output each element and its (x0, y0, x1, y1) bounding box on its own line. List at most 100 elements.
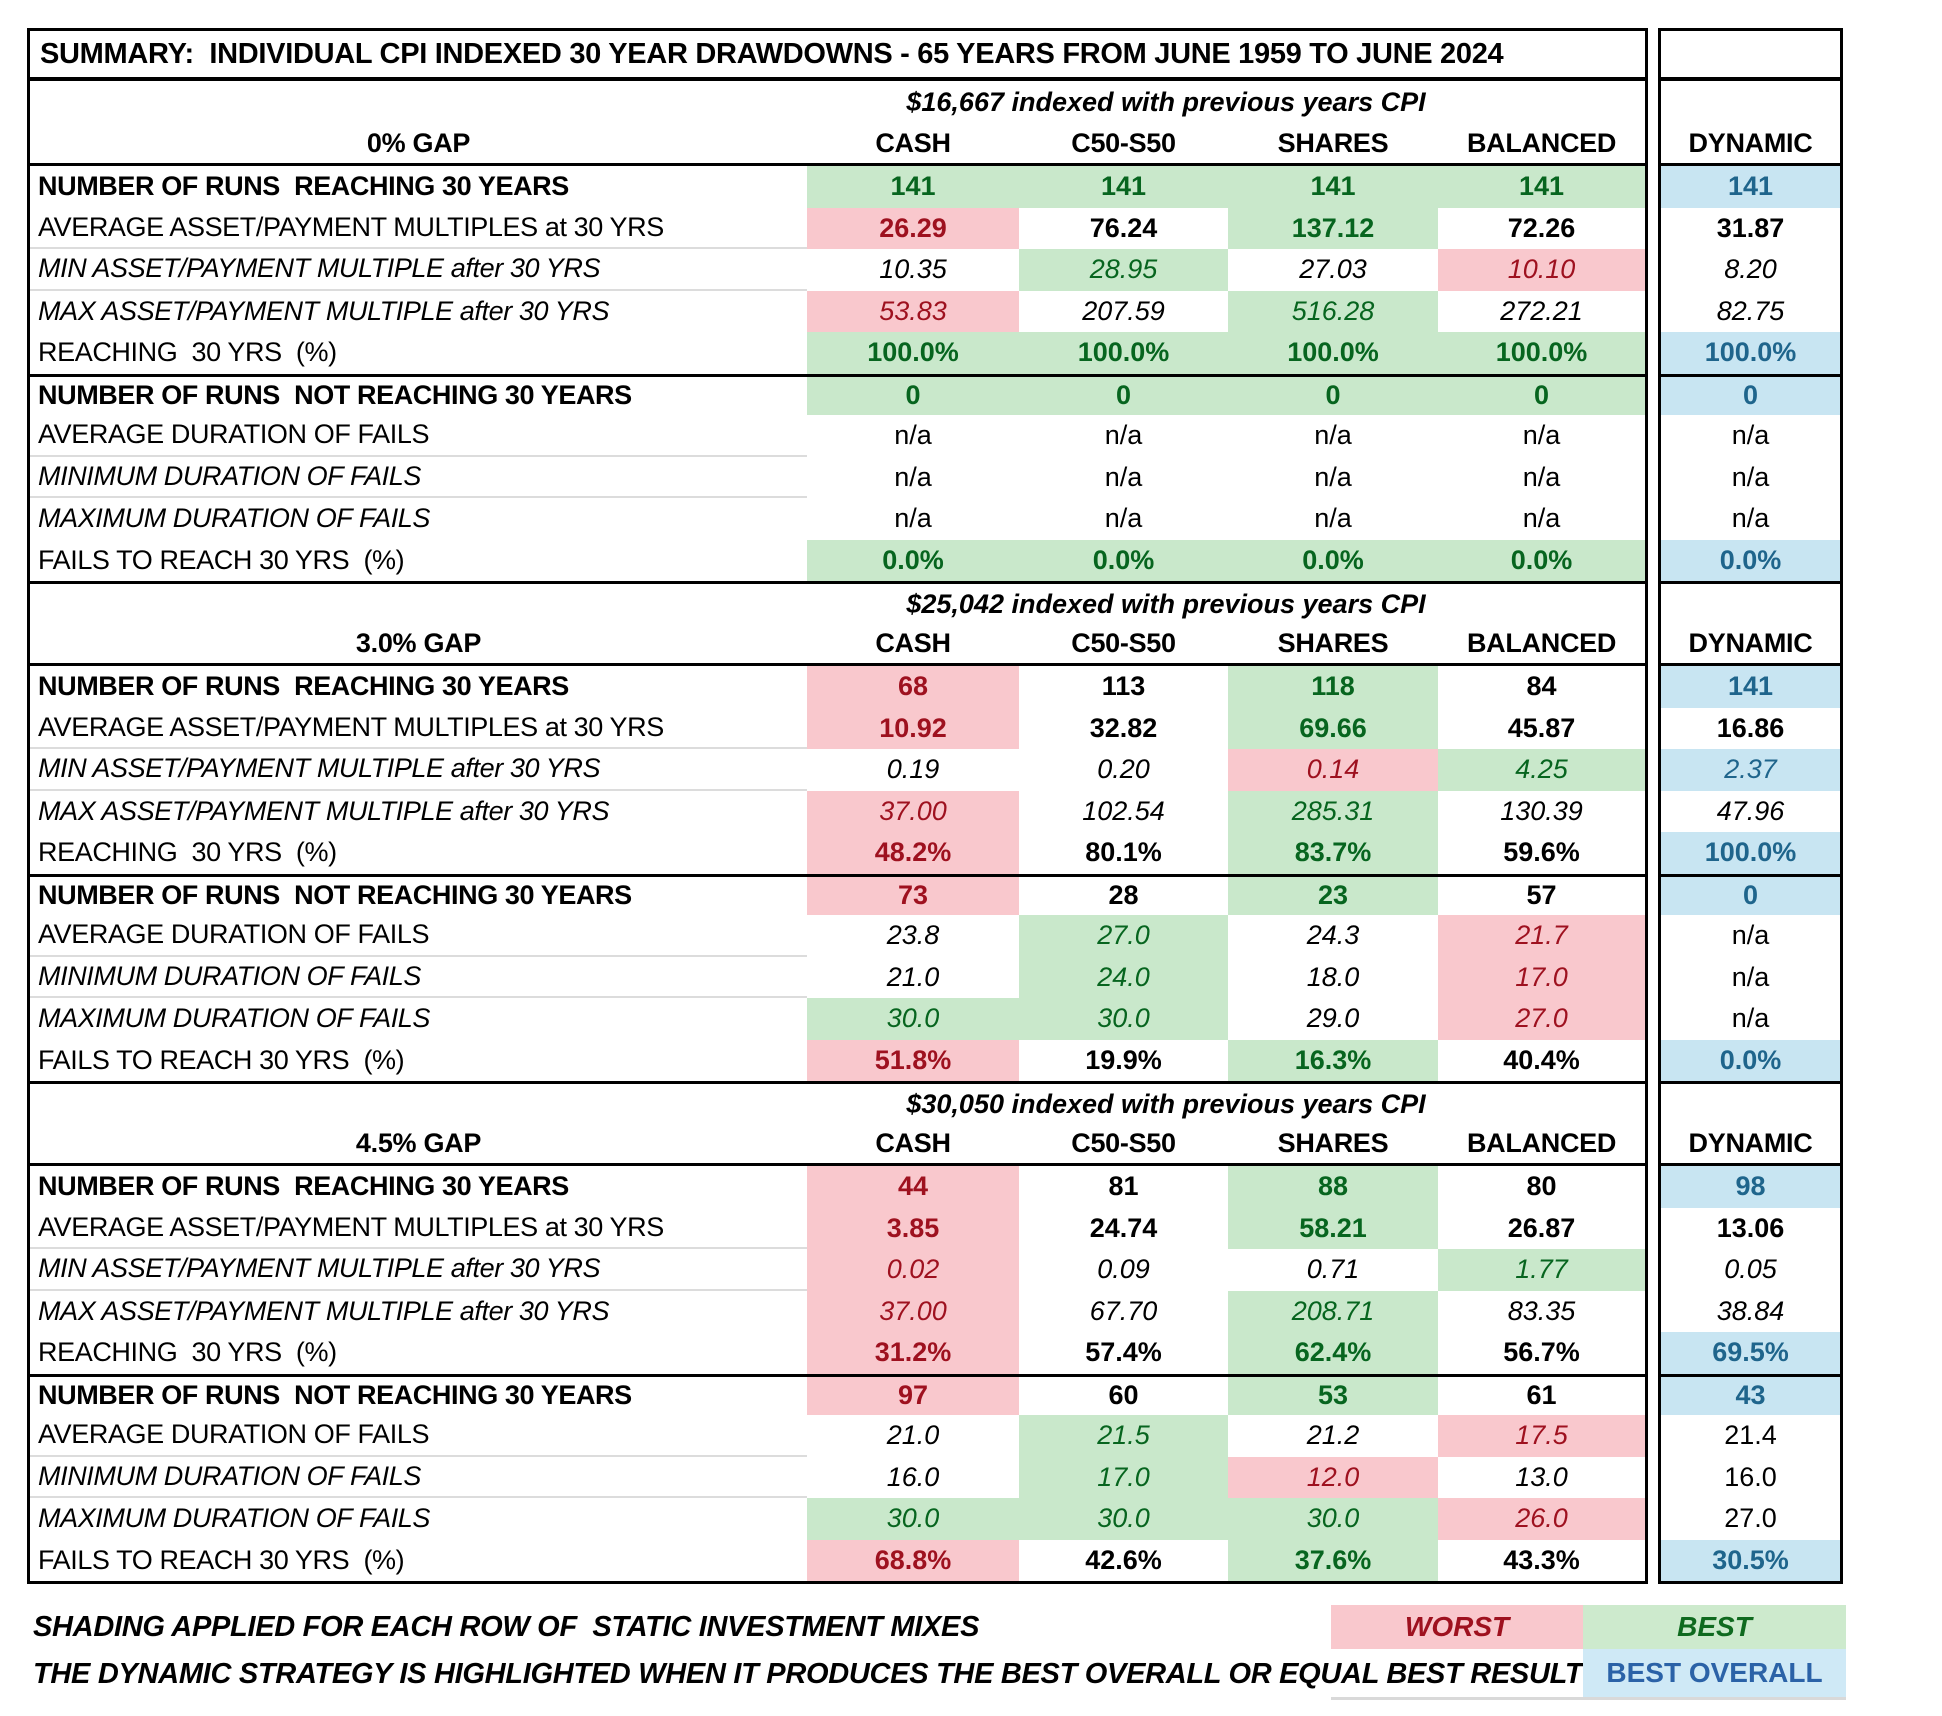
dynamic-value-cell[interactable]: 0.0% (1661, 539, 1840, 581)
value-cell[interactable]: 10.10 (1438, 249, 1645, 291)
value-cell[interactable]: 28.95 (1019, 249, 1228, 291)
column-header-shares[interactable]: SHARES (1277, 628, 1389, 658)
value-cell[interactable]: 100.0% (1438, 332, 1645, 374)
dynamic-value-cell[interactable]: 8.20 (1661, 249, 1840, 291)
value-cell[interactable]: n/a (807, 456, 1019, 498)
value-cell[interactable]: 141 (1438, 166, 1645, 208)
value-cell[interactable]: 0.0% (807, 539, 1019, 581)
dynamic-value-cell[interactable]: 98 (1661, 1166, 1840, 1208)
row-label[interactable]: MAXIMUM DURATION OF FAILS (38, 1003, 431, 1034)
table-title[interactable]: SUMMARY: INDIVIDUAL CPI INDEXED 30 YEAR … (30, 31, 1645, 81)
value-cell[interactable]: 141 (1228, 166, 1438, 208)
value-cell[interactable]: 69.66 (1228, 707, 1438, 749)
value-cell[interactable]: 30.0 (807, 1498, 1019, 1540)
dynamic-value-cell[interactable]: n/a (1661, 415, 1840, 457)
value-cell[interactable]: 118 (1228, 666, 1438, 708)
value-cell[interactable]: 42.6% (1019, 1539, 1228, 1581)
value-cell[interactable]: 100.0% (807, 332, 1019, 374)
row-label[interactable]: MINIMUM DURATION OF FAILS (30, 1457, 807, 1498)
value-cell[interactable]: n/a (1438, 456, 1645, 498)
value-cell[interactable]: 21.5 (1019, 1415, 1228, 1457)
value-cell[interactable]: 60 (1019, 1376, 1228, 1415)
row-label[interactable]: NUMBER OF RUNS REACHING 30 YEARS (38, 171, 569, 202)
value-cell[interactable]: 53 (1228, 1376, 1438, 1415)
column-header-c50-s50[interactable]: C50-S50 (1071, 1128, 1176, 1158)
value-cell[interactable]: n/a (1228, 456, 1438, 498)
value-cell[interactable]: n/a (1019, 498, 1228, 540)
value-cell[interactable]: 0 (1438, 376, 1645, 415)
value-cell[interactable]: 141 (807, 166, 1019, 208)
dynamic-value-cell[interactable]: n/a (1661, 998, 1840, 1040)
row-label[interactable]: MINIMUM DURATION OF FAILS (30, 457, 807, 498)
value-cell[interactable]: 24.74 (1019, 1207, 1228, 1249)
gap-header[interactable]: 4.5% GAP (355, 1128, 482, 1158)
row-label[interactable]: MAXIMUM DURATION OF FAILS (38, 503, 431, 534)
dynamic-value-cell[interactable]: 38.84 (1661, 1290, 1840, 1332)
value-cell[interactable]: 4.25 (1438, 749, 1645, 791)
value-cell[interactable]: 68.8% (807, 1539, 1019, 1581)
value-cell[interactable]: 26.87 (1438, 1207, 1645, 1249)
value-cell[interactable]: 0.71 (1228, 1249, 1438, 1291)
value-cell[interactable]: n/a (1438, 498, 1645, 540)
dynamic-value-cell[interactable]: 0 (1661, 373, 1840, 415)
value-cell[interactable]: 13.0 (1438, 1456, 1645, 1498)
value-cell[interactable]: 18.0 (1228, 956, 1438, 998)
row-label[interactable]: MIN ASSET/PAYMENT MULTIPLE after 30 YRS (30, 1249, 807, 1291)
value-cell[interactable]: 17.0 (1438, 956, 1645, 998)
value-cell[interactable]: n/a (1019, 415, 1228, 457)
value-cell[interactable]: 37.00 (807, 790, 1019, 832)
value-cell[interactable]: 28 (1019, 876, 1228, 915)
gap-header[interactable]: 3.0% GAP (355, 628, 482, 658)
column-header-cash[interactable]: CASH (875, 1128, 951, 1158)
row-label[interactable]: AVERAGE ASSET/PAYMENT MULTIPLES at 30 YR… (30, 208, 807, 249)
row-label[interactable]: MINIMUM DURATION OF FAILS (30, 957, 807, 998)
value-cell[interactable]: 10.35 (807, 249, 1019, 291)
value-cell[interactable]: 113 (1019, 666, 1228, 708)
value-cell[interactable]: 44 (807, 1166, 1019, 1208)
value-cell[interactable]: 30.0 (1019, 998, 1228, 1040)
dynamic-value-cell[interactable]: 0.05 (1661, 1249, 1840, 1291)
value-cell[interactable]: 29.0 (1228, 998, 1438, 1040)
value-cell[interactable]: 56.7% (1438, 1332, 1645, 1374)
value-cell[interactable]: 31.2% (807, 1332, 1019, 1374)
row-label[interactable]: REACHING 30 YRS (%) (38, 837, 337, 868)
value-cell[interactable]: 27.0 (1019, 915, 1228, 957)
row-label[interactable]: NUMBER OF RUNS NOT REACHING 30 YEARS (38, 880, 632, 911)
dynamic-value-cell[interactable]: 141 (1661, 666, 1840, 708)
row-label[interactable]: FAILS TO REACH 30 YRS (%) (38, 544, 405, 575)
value-cell[interactable]: 16.3% (1228, 1039, 1438, 1081)
value-cell[interactable]: 12.0 (1228, 1456, 1438, 1498)
value-cell[interactable]: 3.85 (807, 1207, 1019, 1249)
value-cell[interactable]: 57.4% (1019, 1332, 1228, 1374)
value-cell[interactable]: 26.29 (807, 207, 1019, 249)
value-cell[interactable]: 0.20 (1019, 749, 1228, 791)
value-cell[interactable]: 83.7% (1228, 832, 1438, 874)
value-cell[interactable]: 285.31 (1228, 790, 1438, 832)
value-cell[interactable]: 59.6% (1438, 832, 1645, 874)
section-subtitle[interactable]: $30,050 indexed with previous years CPI (906, 1088, 1426, 1119)
value-cell[interactable]: n/a (1228, 498, 1438, 540)
value-cell[interactable]: 0 (807, 376, 1019, 415)
dynamic-value-cell[interactable]: 21.4 (1661, 1415, 1840, 1457)
column-header-shares[interactable]: SHARES (1277, 1128, 1389, 1158)
dynamic-value-cell[interactable]: 141 (1661, 166, 1840, 208)
dynamic-value-cell[interactable]: 82.75 (1661, 290, 1840, 332)
value-cell[interactable]: 24.0 (1019, 956, 1228, 998)
column-header-c50-s50[interactable]: C50-S50 (1071, 128, 1176, 158)
row-label[interactable]: MAX ASSET/PAYMENT MULTIPLE after 30 YRS (38, 1295, 610, 1326)
row-label[interactable]: REACHING 30 YRS (%) (38, 1337, 337, 1368)
value-cell[interactable]: 80.1% (1019, 832, 1228, 874)
value-cell[interactable]: 53.83 (807, 290, 1019, 332)
value-cell[interactable]: 27.0 (1438, 998, 1645, 1040)
row-label[interactable]: REACHING 30 YRS (%) (38, 337, 337, 368)
row-label[interactable]: NUMBER OF RUNS NOT REACHING 30 YEARS (38, 380, 632, 411)
row-label[interactable]: AVERAGE DURATION OF FAILS (30, 415, 807, 457)
value-cell[interactable]: 272.21 (1438, 290, 1645, 332)
column-header-dynamic[interactable]: DYNAMIC (1661, 1124, 1840, 1166)
row-label[interactable]: AVERAGE DURATION OF FAILS (30, 1415, 807, 1457)
row-label[interactable]: NUMBER OF RUNS NOT REACHING 30 YEARS (38, 1380, 632, 1411)
value-cell[interactable]: 37.00 (807, 1290, 1019, 1332)
value-cell[interactable]: n/a (1438, 415, 1645, 457)
row-label[interactable]: NUMBER OF RUNS REACHING 30 YEARS (38, 1171, 569, 1202)
value-cell[interactable]: 0.0% (1438, 539, 1645, 581)
